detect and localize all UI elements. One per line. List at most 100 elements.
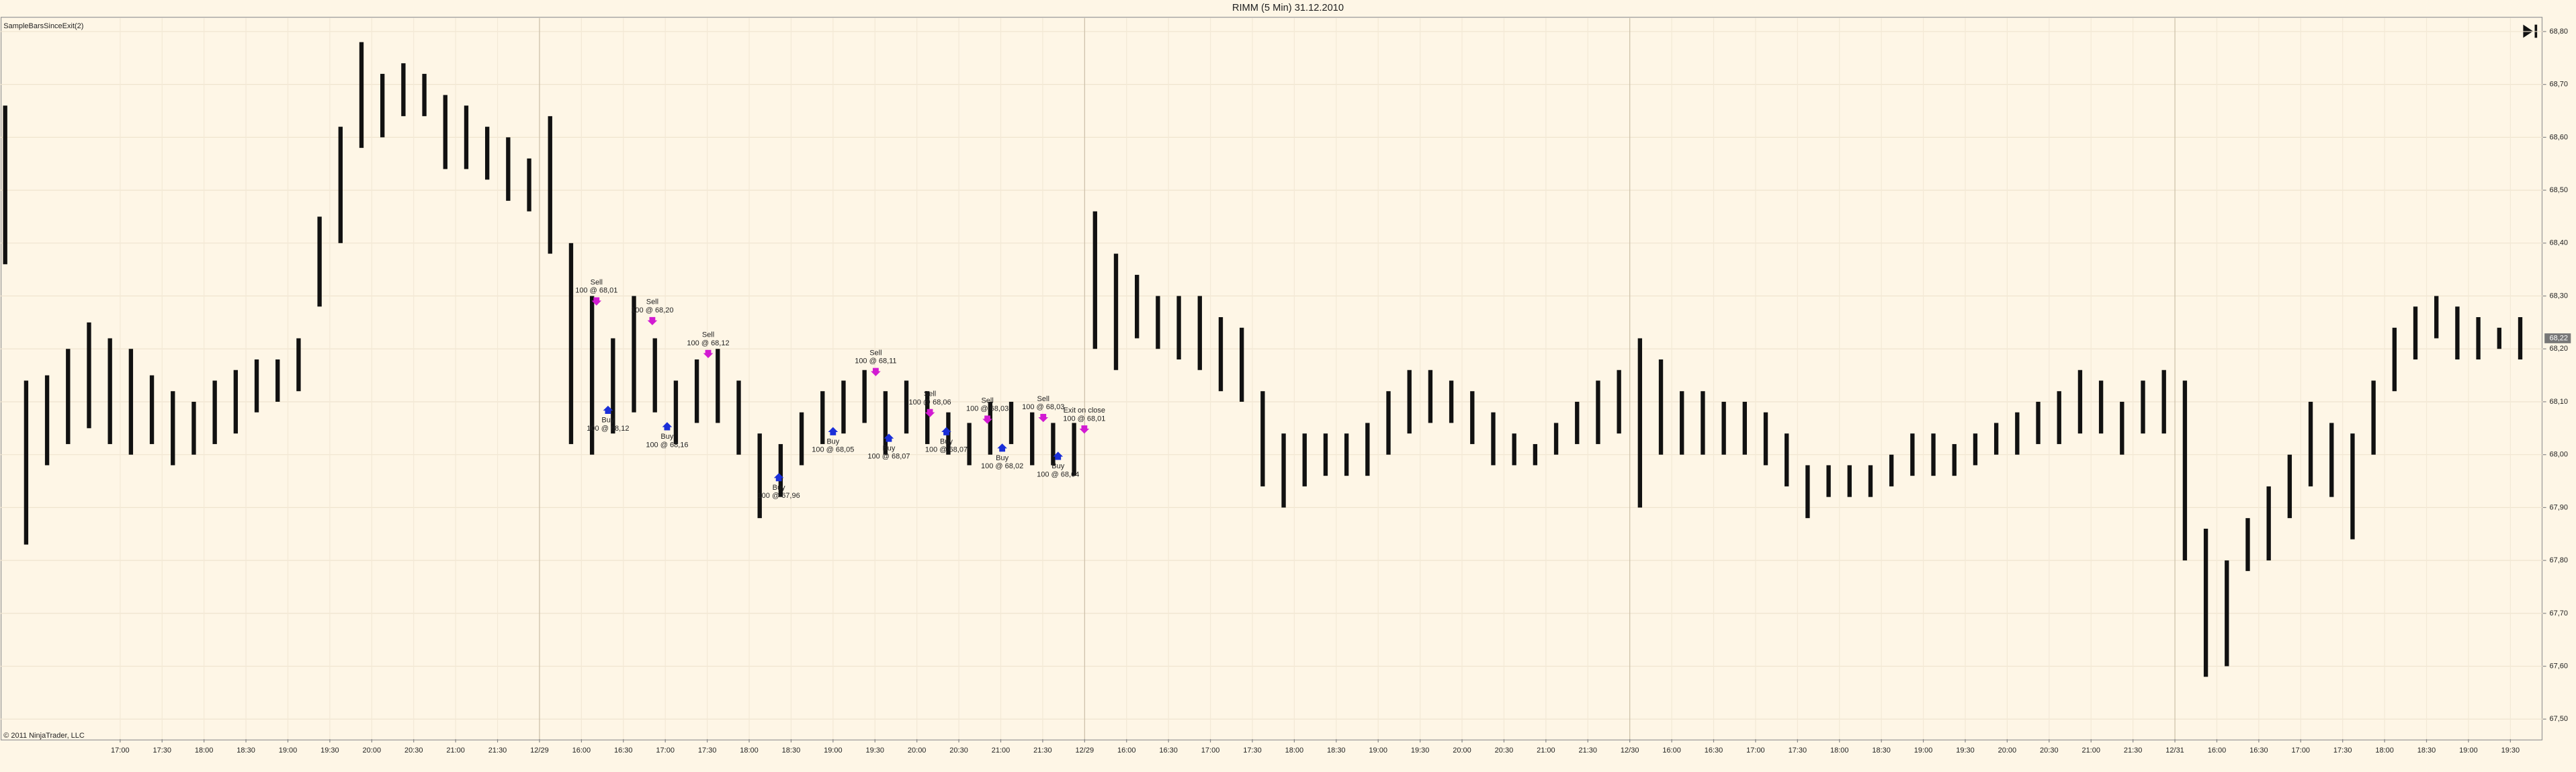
trade-detail: 100 @ 68,01 [1063, 415, 1105, 423]
trade-label: Sell [646, 298, 658, 306]
x-tick-label: 21:00 [2081, 746, 2100, 755]
price-bar [2098, 380, 2104, 434]
price-bar [108, 338, 112, 444]
price-bar [1176, 296, 1181, 359]
x-tick-label: 19:30 [865, 746, 884, 755]
price-bar [1072, 423, 1076, 476]
price-bar [191, 401, 196, 455]
price-bar [1993, 423, 1999, 455]
sell-arrow [1038, 414, 1049, 423]
x-tick-label: 17:00 [1746, 746, 1765, 755]
x-tick-label: 16:00 [1662, 746, 1681, 755]
price-bar [2161, 370, 2166, 434]
price-bar [967, 423, 972, 466]
y-tick-label: 67,90 [2550, 503, 2569, 511]
x-tick-label: 17:30 [153, 746, 171, 755]
price-bar [506, 137, 511, 201]
chart-title: RIMM (5 Min) 31.12.2010 [1232, 3, 1344, 13]
price-bar [2225, 560, 2229, 667]
trade-label: Buy [601, 417, 614, 425]
indicator-label: SampleBarsSinceExit(2) [3, 22, 83, 30]
trade-label: Buy [940, 438, 953, 446]
y-tick-label: 68,50 [2550, 186, 2569, 194]
y-tick-label: 67,70 [2550, 609, 2569, 617]
price-bar [1826, 465, 1831, 497]
price-bar [1344, 433, 1349, 476]
x-tick-label: 16:00 [1117, 746, 1136, 755]
price-bar [1008, 401, 1014, 444]
price-bar [171, 391, 175, 466]
price-bar [1973, 433, 1978, 466]
x-tick-label: 19:30 [2501, 746, 2520, 755]
price-bar [3, 105, 7, 265]
trade-detail: 100 @ 68,06 [908, 398, 951, 406]
x-tick-label: 20:30 [949, 746, 968, 755]
price-bar [652, 338, 657, 413]
x-tick-label: 21:30 [488, 746, 507, 755]
y-tick-label: 67,80 [2550, 556, 2569, 564]
price-bar [1197, 296, 1202, 370]
price-bar [254, 359, 259, 413]
price-bar [233, 370, 239, 434]
y-tick-label: 68,00 [2550, 451, 2569, 459]
price-bar [2455, 306, 2460, 359]
price-bar [2434, 296, 2439, 339]
sell-arrow [703, 349, 714, 358]
price-bar [568, 243, 574, 444]
price-bar [2371, 380, 2376, 455]
price-bar [736, 380, 741, 455]
x-tick-label: 18:30 [2417, 746, 2436, 755]
price-bar [548, 116, 552, 254]
price-bar [1553, 423, 1559, 455]
price-bar [1742, 401, 1747, 455]
price-bar [694, 359, 699, 423]
x-tick-label: 12/29 [530, 746, 549, 755]
price-bar [2308, 401, 2313, 486]
price-bar [128, 349, 134, 455]
price-bar [1218, 317, 1223, 392]
price-bar [589, 296, 595, 455]
y-tick-label: 68,10 [2550, 398, 2569, 406]
price-bar [1763, 412, 1768, 466]
price-bar [1156, 296, 1160, 349]
price-bar [2287, 454, 2292, 519]
x-tick-label: 16:30 [614, 746, 633, 755]
buy-arrow [997, 443, 1007, 452]
price-bar [24, 380, 29, 545]
x-tick-label: 16:00 [2208, 746, 2227, 755]
price-bar [883, 391, 888, 455]
price-bar [1470, 391, 1475, 444]
x-tick-label: 19:00 [1914, 746, 1933, 755]
x-tick-label: 17:00 [1201, 746, 1220, 755]
price-bar [2518, 317, 2523, 359]
price-bar [464, 105, 469, 169]
price-bar [673, 380, 679, 444]
trade-label: Buy [996, 454, 1008, 462]
price-bar [1575, 401, 1580, 444]
x-tick-label: 19:00 [824, 746, 843, 755]
buy-arrow [1053, 452, 1064, 460]
price-bar [1051, 423, 1056, 466]
plot-frame [0, 17, 2543, 740]
price-bar [2182, 380, 2188, 561]
price-bar [716, 349, 720, 423]
x-tick-label: 21:30 [1579, 746, 1598, 755]
price-bar [1868, 465, 1873, 497]
price-bar [1889, 454, 1894, 486]
x-tick-label: 17:00 [111, 746, 130, 755]
x-tick-label: 12/30 [1621, 746, 1639, 755]
x-tick-label: 20:00 [908, 746, 927, 755]
trade-detail: 100 @ 68,12 [687, 339, 729, 347]
trade-detail: 100 @ 67,96 [758, 492, 800, 500]
price-bar [632, 296, 636, 413]
trade-label: Sell [1037, 395, 1049, 403]
price-bar [149, 375, 155, 444]
price-bar [1785, 433, 1789, 486]
